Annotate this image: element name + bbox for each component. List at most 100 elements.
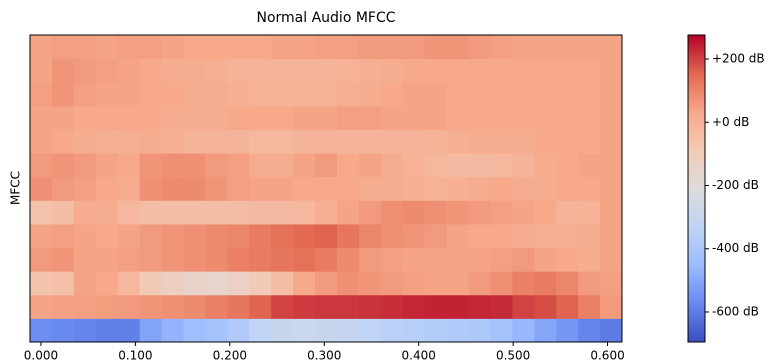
heatmap-cell (161, 153, 184, 178)
heatmap-cell (183, 58, 206, 83)
heatmap-cell (446, 105, 470, 130)
heatmap-cell (139, 129, 163, 154)
x-tick-label: 0.100 (118, 349, 152, 363)
heatmap-cell (271, 318, 294, 343)
heatmap-cell (446, 200, 470, 225)
heatmap-cell (534, 318, 557, 343)
colorbar-segment (688, 168, 705, 172)
heatmap-cell (139, 247, 163, 272)
heatmap-cell (227, 176, 250, 201)
heatmap-cell (73, 129, 97, 154)
colorbar-segment (688, 178, 705, 182)
colorbar-tick-label: -400 dB (712, 241, 759, 255)
heatmap-cell (600, 153, 623, 178)
colorbar-segment (688, 226, 705, 230)
heatmap-cell (424, 294, 448, 319)
heatmap-cell (227, 105, 250, 130)
colorbar-segment (688, 311, 705, 315)
colorbar-segment (688, 98, 705, 103)
heatmap-cell (161, 82, 184, 107)
heatmap-cell (117, 200, 141, 225)
heatmap-cell (227, 247, 250, 272)
heatmap-cell (402, 58, 426, 83)
heatmap-cell (358, 82, 382, 107)
heatmap-cell (490, 200, 513, 225)
heatmap-cell (95, 294, 119, 319)
colorbar-tick-label: +0 dB (712, 115, 749, 129)
heatmap-cell (117, 294, 141, 319)
heatmap-cell (51, 58, 75, 83)
heatmap-cell (468, 176, 491, 201)
colorbar-segment (688, 313, 705, 317)
heatmap-cell (380, 294, 404, 319)
heatmap-cell (51, 294, 75, 319)
heatmap-cell (556, 176, 579, 201)
colorbar-segment (688, 295, 705, 300)
colorbar-segment (688, 35, 705, 39)
heatmap-cell (446, 318, 470, 343)
heatmap-cell (534, 129, 557, 154)
colorbar-segment (688, 40, 705, 44)
heatmap-cell (205, 200, 228, 225)
heatmap-cell (446, 35, 470, 60)
heatmap-cell (161, 294, 184, 319)
heatmap-cell (161, 271, 184, 296)
heatmap-cell (249, 247, 272, 272)
heatmap-cell (468, 105, 491, 130)
colorbar-segment (688, 191, 705, 195)
colorbar-segment (688, 206, 705, 210)
heatmap-cell (271, 35, 294, 60)
heatmap-cell (95, 223, 119, 249)
heatmap-cell (380, 129, 404, 154)
heatmap-cell (512, 318, 535, 343)
heatmap-cell (358, 105, 382, 130)
colorbar-segment (688, 37, 705, 41)
heatmap-cell (51, 105, 75, 130)
colorbar-segment (688, 293, 705, 297)
heatmap-cell (293, 223, 316, 249)
heatmap-cell (468, 35, 491, 60)
heatmap-cell (446, 271, 470, 296)
colorbar-segment (688, 275, 705, 279)
heatmap-cell (468, 200, 491, 225)
heatmap-cell (315, 223, 338, 249)
heatmap-cell (578, 176, 601, 201)
heatmap-cell (490, 105, 513, 130)
heatmap-cell (337, 294, 360, 319)
heatmap-cell (95, 271, 119, 296)
colorbar-segment (688, 216, 705, 220)
heatmap-cell (293, 294, 316, 319)
heatmap-cell (337, 153, 360, 178)
heatmap-cell (271, 294, 294, 319)
colorbar-segment (688, 201, 705, 205)
heatmap-cell (205, 271, 228, 296)
colorbar-segment (688, 203, 705, 207)
heatmap-cell (337, 200, 360, 225)
colorbar-segment (688, 298, 705, 302)
heatmap-cell (205, 247, 228, 272)
heatmap-cell (556, 153, 579, 178)
heatmap-cell (227, 82, 250, 107)
heatmap-cell (337, 129, 360, 154)
heatmap-cell (512, 294, 535, 319)
heatmap-cell (95, 58, 119, 83)
heatmap-cell (117, 58, 141, 83)
heatmap-cell (402, 271, 426, 296)
heatmap-cell (227, 200, 250, 225)
heatmap-cell (205, 105, 228, 130)
heatmap-cell (205, 223, 228, 249)
heatmap-cell (490, 223, 513, 249)
heatmap-cell (183, 200, 206, 225)
heatmap-cell (293, 318, 316, 343)
heatmap-cell (205, 129, 228, 154)
colorbar-segment (688, 221, 705, 225)
heatmap-cell (205, 318, 228, 343)
heatmap-cell (249, 318, 272, 343)
heatmap-cell (337, 35, 360, 60)
colorbar-segment (688, 265, 705, 269)
heatmap-cell (293, 200, 316, 225)
heatmap-cell (337, 247, 360, 272)
heatmap-cell (337, 82, 360, 107)
heatmap-cell (512, 271, 535, 296)
heatmap-cell (446, 294, 470, 319)
